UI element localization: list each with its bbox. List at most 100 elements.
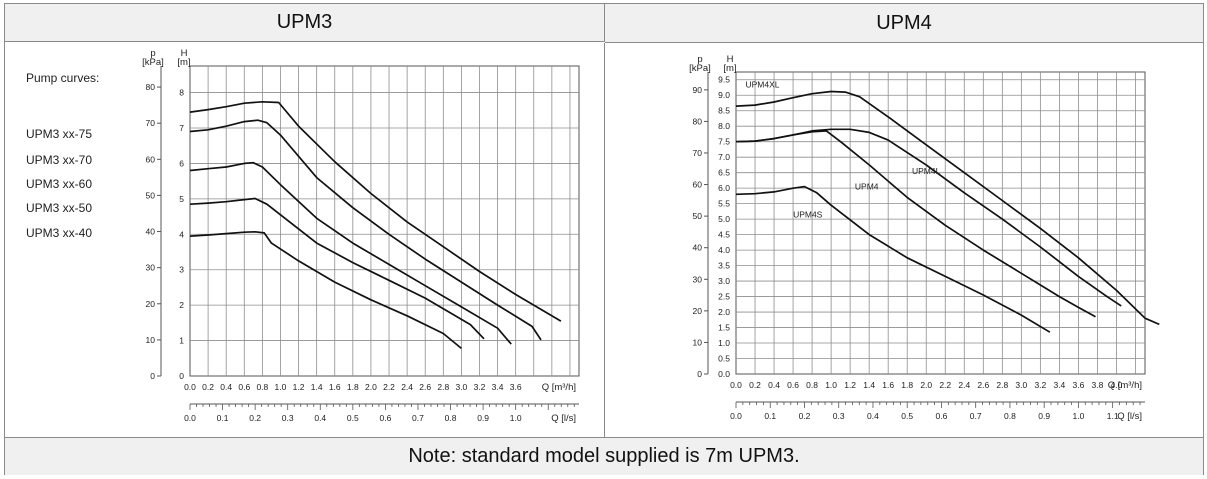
q-m3h-tick-label: 2.6 xyxy=(977,380,989,390)
q-m3h-tick-label: 2.6 xyxy=(419,382,431,392)
q-m3h-tick-label: 1.2 xyxy=(293,382,305,392)
h-tick-label: 5.0 xyxy=(718,214,730,224)
q-m3h-tick-label: 1.4 xyxy=(311,382,323,392)
q-ls-tick-label: 0.2 xyxy=(249,413,261,423)
upm4-panel: 0.0 0.5 1.0 1.5 2.0 2.5 3.0 3.5 4.0 4.5 5.0 5.5 6.0 6… xyxy=(605,43,1203,437)
legend-item-75: UPM3 xx-75 xyxy=(26,127,93,141)
q-m3h-tick-label: 0.0 xyxy=(730,380,742,390)
pump-curve-line xyxy=(735,185,1051,333)
h-tick-label: 3.0 xyxy=(718,276,730,286)
q-m3h-axis-title: Q [m³/h] xyxy=(542,382,576,393)
q-m3h-tick-label: 3.0 xyxy=(455,382,467,392)
h-tick-label: 2.5 xyxy=(718,292,730,302)
p-tick-label: 10 xyxy=(146,335,156,345)
q-ls-axis-title: Q [l/s] xyxy=(551,413,576,424)
q-ls-tick-label: 0.5 xyxy=(901,411,913,421)
p-tick-label: 20 xyxy=(146,299,156,309)
upm4-header: UPM4 xyxy=(605,4,1203,43)
p-tick-label: 40 xyxy=(146,227,156,237)
upm3-header: UPM3 xyxy=(5,4,605,42)
q-ls-tick-label: 0.7 xyxy=(970,411,982,421)
q-m3h-tick-label: 1.0 xyxy=(825,380,837,390)
legend-item-50: UPM3 xx-50 xyxy=(26,201,93,215)
q-m3h-tick-label: 1.4 xyxy=(863,380,875,390)
q-m3h-tick-label: 1.2 xyxy=(844,380,856,390)
q-ls-tick-label: 1.0 xyxy=(510,413,522,423)
q-ls-tick-label: 0.9 xyxy=(1038,411,1050,421)
legend-item-70: UPM3 xx-70 xyxy=(26,153,93,167)
h-tick-label: 7.5 xyxy=(718,137,730,147)
q-m3h-tick-label: 0.2 xyxy=(202,382,214,392)
p-tick-label: 80 xyxy=(693,116,703,126)
h-tick-label: 0 xyxy=(179,371,184,381)
p-tick-label: 90 xyxy=(693,85,703,95)
h-tick-label: 3.5 xyxy=(718,261,730,271)
h-tick-label: 1.5 xyxy=(718,323,730,333)
q-m3h-tick-label: 1.6 xyxy=(329,382,341,392)
p-axis-title: p xyxy=(150,48,155,59)
q-ls-tick-label: 0.1 xyxy=(764,411,776,421)
q-m3h-tick-label: 3.4 xyxy=(1053,380,1065,390)
h-tick-label: 2.0 xyxy=(718,307,730,317)
p-tick-label: 20 xyxy=(693,306,703,316)
series-label: UPM4S xyxy=(793,210,823,220)
h-tick-label: 6 xyxy=(179,158,184,168)
q-ls-tick-label: 0.2 xyxy=(799,411,811,421)
upm3-panel: Pump curves: UPM3 xx-75 UPM3 xx-70 UPM3 … xyxy=(5,43,605,437)
q-m3h-tick-label: 0.4 xyxy=(220,382,232,392)
plot-frame xyxy=(189,65,580,377)
q-ls-tick-label: 0.4 xyxy=(867,411,879,421)
p-tick-label: 60 xyxy=(693,180,703,190)
pump-curve-line xyxy=(189,100,562,322)
q-ls-tick-label: 0.8 xyxy=(1004,411,1016,421)
q-ls-tick-label: 0.7 xyxy=(412,413,424,423)
q-m3h-tick-label: 2.2 xyxy=(939,380,951,390)
q-ls-tick-label: 0.9 xyxy=(477,413,489,423)
p-tick-label: 30 xyxy=(693,274,703,284)
pump-curve-line xyxy=(189,119,542,341)
h-axis-unit: [m] xyxy=(723,63,736,74)
q-ls-axis-title: Q [l/s] xyxy=(1117,411,1142,422)
h-axis-unit: [m] xyxy=(177,57,190,68)
product-sheet: UPM3 UPM4 Pump curves: UPM3 xx-75 UPM3 x… xyxy=(4,3,1204,475)
h-tick-label: 6.0 xyxy=(718,183,730,193)
h-tick-label: 2 xyxy=(179,300,184,310)
h-tick-label: 4.5 xyxy=(718,230,730,240)
p-axis-unit: [kPa] xyxy=(142,57,164,68)
q-m3h-tick-label: 2.0 xyxy=(365,382,377,392)
legend-item-40: UPM3 xx-40 xyxy=(26,226,93,240)
q-ls-tick-label: 0.5 xyxy=(347,413,359,423)
pump-curve-line xyxy=(189,161,512,345)
q-m3h-tick-label: 2.8 xyxy=(437,382,449,392)
q-m3h-tick-label: 3.4 xyxy=(492,382,504,392)
h-tick-label: 0.5 xyxy=(718,354,730,364)
q-m3h-tick-label: 0.8 xyxy=(806,380,818,390)
legend-title: Pump curves: xyxy=(26,71,100,85)
q-m3h-tick-label: 0.6 xyxy=(787,380,799,390)
pump-curve-line xyxy=(189,230,462,350)
series-label: UPM4 xyxy=(855,182,879,192)
p-tick-label: 0 xyxy=(150,371,155,381)
q-m3h-tick-label: 3.2 xyxy=(474,382,486,392)
q-ls-tick-label: 0.6 xyxy=(936,411,948,421)
p-axis-unit: [kPa] xyxy=(689,63,711,74)
q-m3h-tick-label: 3.0 xyxy=(1015,380,1027,390)
q-ls-tick-label: 0.0 xyxy=(730,411,742,421)
q-ls-tick-label: 0.4 xyxy=(314,413,326,423)
p-tick-label: 30 xyxy=(146,263,156,273)
q-m3h-tick-label: 0.8 xyxy=(256,382,268,392)
q-ls-tick-label: 0.8 xyxy=(445,413,457,423)
p-tick-label: 50 xyxy=(146,190,156,200)
h-tick-label: 8.5 xyxy=(718,106,730,116)
p-axis-title: p xyxy=(697,54,702,65)
q-m3h-tick-label: 1.6 xyxy=(882,380,894,390)
q-ls-tick-label: 0.6 xyxy=(379,413,391,423)
q-m3h-tick-label: 0.6 xyxy=(238,382,250,392)
q-m3h-tick-label: 1.0 xyxy=(275,382,287,392)
h-tick-label: 0.0 xyxy=(718,369,730,379)
p-tick-label: 80 xyxy=(146,82,156,92)
q-ls-tick-label: 1.0 xyxy=(1073,411,1085,421)
p-tick-label: 70 xyxy=(146,118,156,128)
q-ls-tick-label: 0.3 xyxy=(833,411,845,421)
